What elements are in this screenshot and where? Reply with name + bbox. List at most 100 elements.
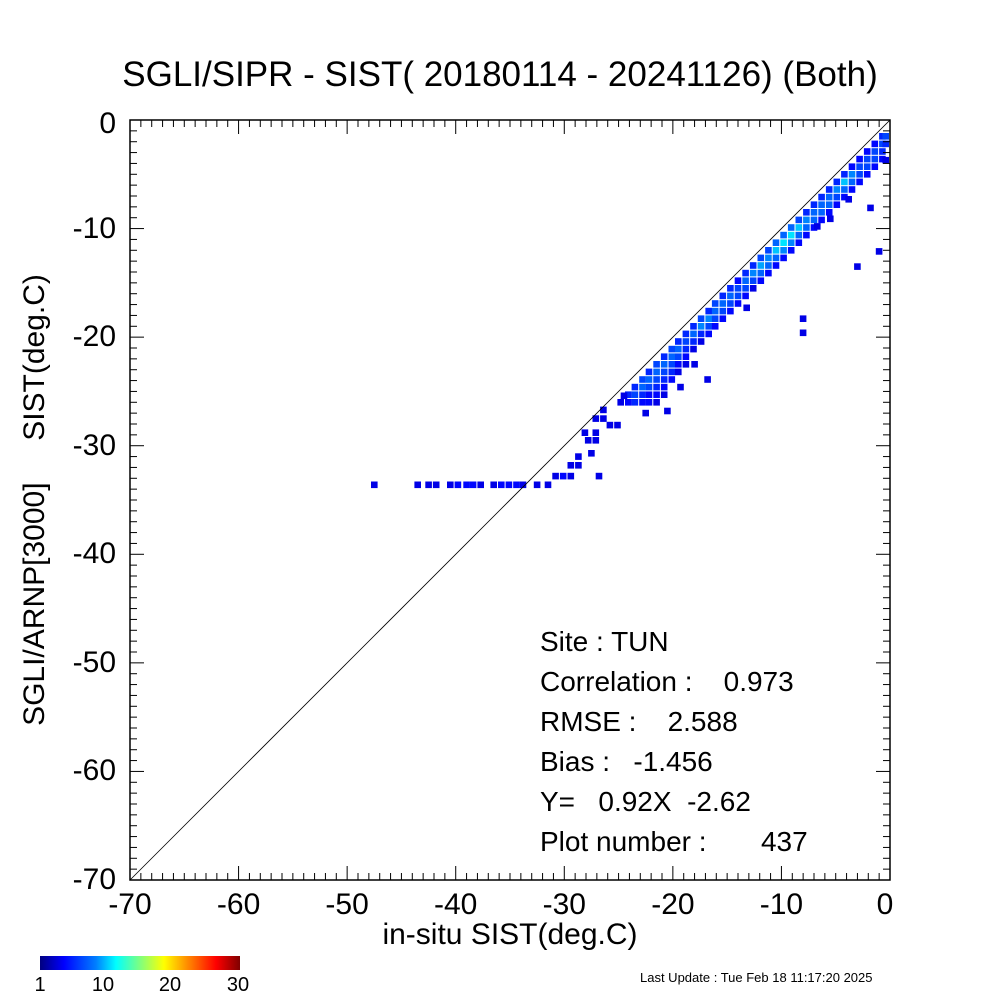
density-cell [795, 239, 803, 246]
density-cell [668, 368, 676, 376]
density-cell [795, 224, 803, 231]
density-cell [787, 247, 795, 254]
density-cell [882, 156, 889, 164]
density-cell [600, 415, 607, 422]
density-cell [734, 285, 742, 292]
density-cell [827, 215, 834, 223]
density-cell [653, 391, 660, 398]
density-cell [675, 361, 682, 368]
minor-ticks [129, 119, 891, 881]
density-cell [867, 204, 874, 212]
density-cell [645, 368, 653, 376]
density-cell [719, 300, 727, 307]
density-cell [575, 462, 582, 469]
y-tick-label: -40 [72, 537, 116, 571]
density-cell [879, 140, 886, 148]
density-cell [682, 353, 690, 360]
stats-box: Site : TUN Correlation : 0.973 RMSE : 2.… [540, 622, 808, 862]
x-tick-label: -30 [542, 888, 586, 921]
density-cell [757, 277, 765, 284]
y-tick-label: 0 [99, 107, 116, 140]
density-cell [690, 330, 697, 338]
density-cell [581, 429, 589, 436]
density-cell [660, 361, 668, 368]
density-cell [856, 171, 863, 178]
density-cell [795, 231, 803, 239]
density-cell [600, 406, 607, 414]
density-cell [519, 481, 527, 489]
density-cell [653, 368, 660, 376]
colorbar-tick: 1 [34, 974, 46, 996]
density-cell [690, 345, 697, 353]
density-cell [757, 254, 765, 262]
density-cell [668, 345, 676, 353]
density-cell [863, 148, 871, 155]
density-cell [705, 315, 712, 322]
density-cell [803, 209, 810, 216]
density-cell [803, 216, 810, 224]
density-cell [818, 201, 825, 208]
density-cell [727, 307, 734, 315]
density-cell [757, 269, 765, 277]
density-cell [675, 345, 682, 353]
density-cell [772, 262, 780, 269]
density-cell [765, 262, 772, 269]
density-cell [727, 285, 734, 292]
density-cell [477, 481, 484, 489]
density-cell [825, 186, 833, 193]
y-tick-label: -70 [72, 863, 116, 896]
density-cell [584, 437, 592, 444]
density-cell [617, 399, 624, 406]
density-cell [463, 481, 470, 489]
density-cell [639, 391, 646, 398]
y-tick-label: -60 [72, 754, 116, 788]
density-cell [742, 285, 749, 292]
density-cell [705, 330, 712, 338]
density-cell [749, 277, 757, 284]
plot-frame [129, 119, 891, 881]
density-cell [697, 338, 705, 345]
density-cell [704, 376, 711, 383]
y-tick-label: -30 [72, 428, 116, 462]
colorbar-tick: 10 [91, 974, 115, 996]
density-cell [645, 391, 653, 398]
chart-title: SGLI/SIPR - SIST( 20180114 - 20241126) (… [122, 55, 878, 94]
density-cell [818, 216, 825, 224]
density-cell [734, 300, 742, 307]
density-cell [833, 201, 841, 208]
density-cell [833, 178, 841, 186]
density-cell [668, 353, 676, 360]
density-cell [743, 304, 750, 312]
density-cell [863, 155, 871, 163]
density-cell [871, 140, 879, 148]
density-cell [787, 239, 795, 246]
density-cell [825, 201, 833, 208]
density-cell [727, 292, 734, 300]
x-tick-label: -60 [216, 888, 261, 921]
density-cell [765, 269, 772, 277]
density-cell [848, 178, 856, 186]
density-cell [697, 330, 705, 338]
density-cell [645, 376, 653, 383]
density-cell [425, 481, 432, 489]
density-cell [871, 155, 879, 163]
density-cell [533, 481, 541, 489]
stat-site: Site : TUN [540, 626, 669, 657]
density-cell [772, 239, 780, 246]
density-cell [653, 361, 660, 368]
density-cell [787, 231, 795, 239]
density-cell [734, 277, 742, 284]
density-cell [742, 292, 749, 300]
y-tick-label: -20 [72, 320, 116, 354]
density-cell [705, 307, 712, 315]
density-cell [749, 262, 757, 269]
density-cell [588, 450, 595, 457]
x-tick-label: -10 [759, 888, 804, 921]
density-cell [803, 224, 810, 231]
y-tick-label: -10 [72, 211, 116, 245]
density-cell [675, 338, 682, 345]
density-cell [854, 263, 861, 270]
stat-correlation: Correlation : 0.973 [540, 666, 794, 697]
density-cell [841, 186, 848, 193]
density-cell [677, 383, 684, 391]
